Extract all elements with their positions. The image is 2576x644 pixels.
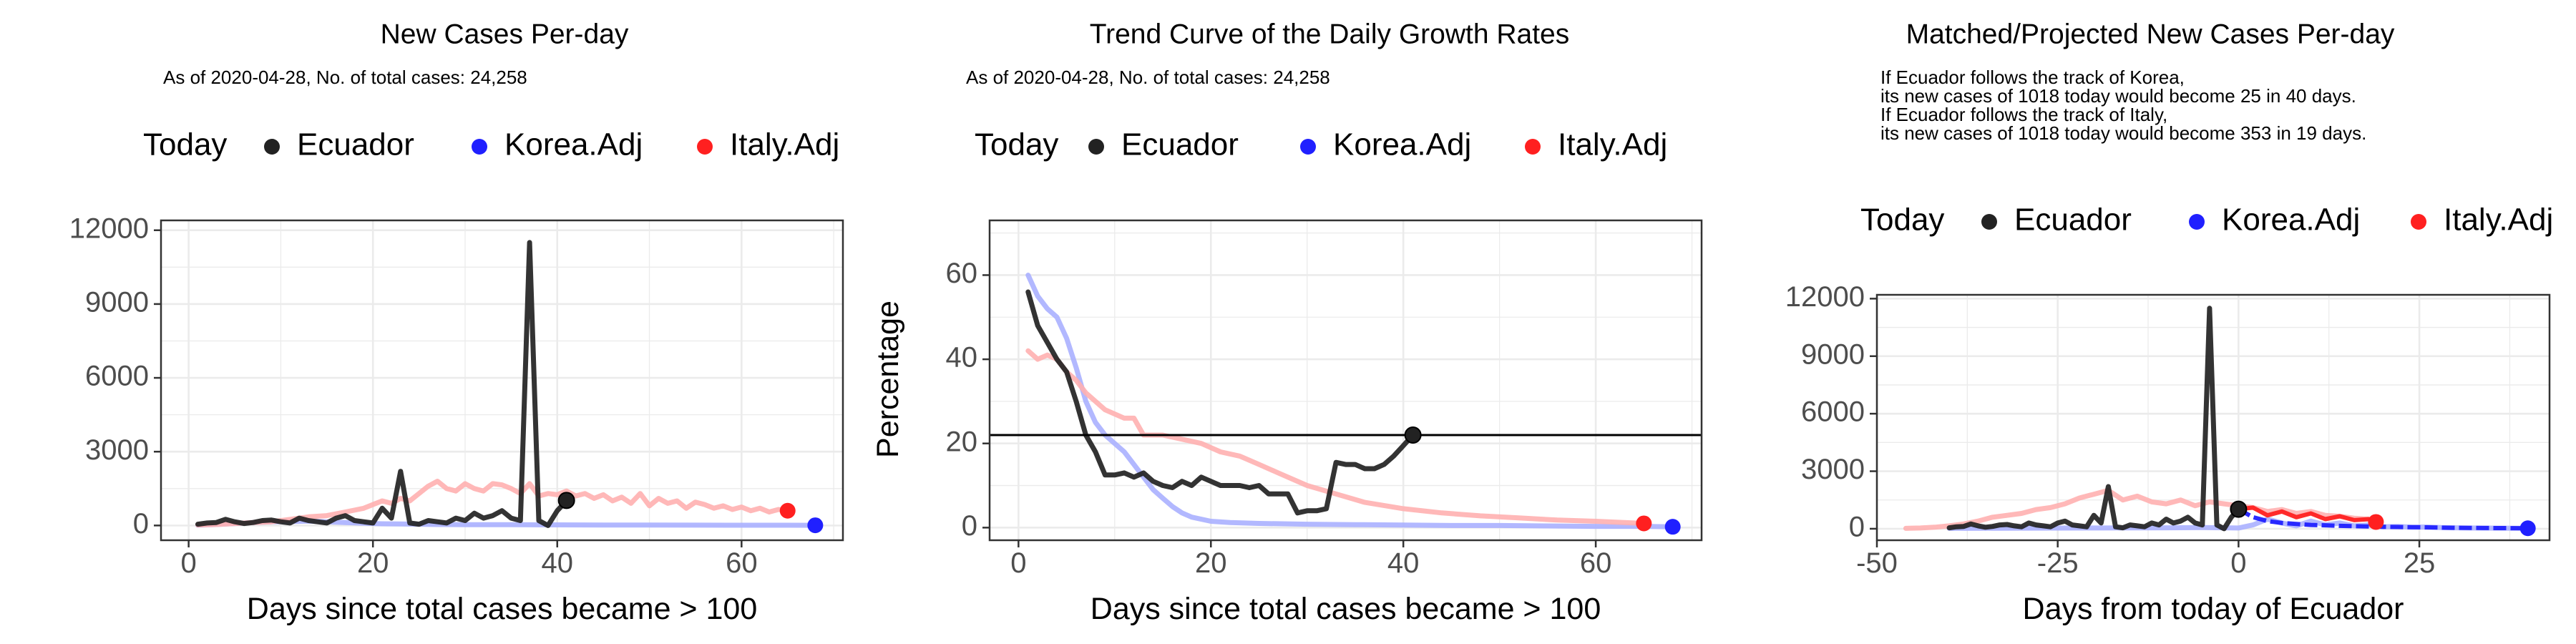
- y-tick-label: 6000: [1801, 396, 1865, 428]
- y-tick-label: 0: [133, 508, 149, 540]
- chart-title: Matched/Projected New Cases Per-day: [1906, 19, 2395, 49]
- legend: Today Ecuador Korea.Adj Italy.Adj: [143, 127, 839, 162]
- chart-subtitle-line: As of 2020-04-28, No. of total cases: 24…: [163, 67, 527, 88]
- today-point-italy-adj: [779, 502, 796, 519]
- legend-marker: [1525, 139, 1541, 155]
- today-point-korea-adj: [807, 517, 824, 534]
- x-tick-label: -25: [2037, 547, 2079, 579]
- x-tick-label: 40: [1387, 547, 1420, 579]
- projection-line-korea-adj: [2237, 507, 2528, 531]
- x-tick-label: -50: [1856, 547, 1898, 579]
- legend: Today Ecuador Korea.Adj Italy.Adj: [975, 127, 1667, 162]
- gridlines: [990, 220, 1702, 540]
- chart-subtitle-line: its new cases of 1018 today would become…: [1880, 122, 2366, 144]
- chart-panel-2: Trend Curve of the Daily Growth Rates As …: [871, 19, 1703, 626]
- y-tick-label: 3000: [85, 434, 149, 466]
- x-axis-label: Days since total cases became > 100: [1091, 592, 1601, 626]
- x-tick-label: 60: [1580, 547, 1612, 579]
- legend-label: Korea.Adj: [2222, 203, 2360, 238]
- y-tick-label: 6000: [85, 361, 149, 392]
- series-line-korea-adj: [1025, 273, 1676, 530]
- today-point-ecuador: [557, 492, 575, 509]
- legend-marker: [1300, 139, 1316, 155]
- x-tick-label: 0: [181, 547, 197, 579]
- series-line-italy-adj: [1903, 487, 2379, 531]
- y-tick-label: 0: [962, 510, 977, 542]
- x-tick-label: 60: [726, 547, 758, 579]
- x-axis-label: Days from today of Ecuador: [2023, 592, 2404, 626]
- axes: -50 -25 0 25 0 3000 6000 9000 12000: [1785, 281, 2436, 579]
- y-tick-label: 9000: [1801, 338, 1865, 370]
- series-group: [1025, 273, 1676, 530]
- x-tick-label: 40: [542, 547, 574, 579]
- y-tick-label: 20: [946, 426, 978, 457]
- today-point-italy-adj: [2368, 514, 2384, 530]
- today-points: [2230, 500, 2536, 537]
- series-group: [1903, 306, 2531, 532]
- y-tick-label: 12000: [1785, 281, 1865, 313]
- series-line-italy-adj: [1025, 348, 1646, 526]
- y-tick-label: 12000: [69, 213, 149, 244]
- today-point-korea-adj: [2519, 520, 2536, 537]
- chart-subtitle-line: If Ecuador follows the track of Korea,: [1880, 67, 2185, 88]
- legend-label: Ecuador: [297, 127, 414, 162]
- legend: Today Ecuador Korea.Adj Italy.Adj: [1860, 203, 2553, 238]
- series-group: [195, 240, 818, 528]
- chart-subtitle-line: As of 2020-04-28, No. of total cases: 24…: [966, 67, 1330, 88]
- x-tick-label: 20: [1195, 547, 1227, 579]
- x-axis-label: Days since total cases became > 100: [247, 592, 757, 626]
- today-point-korea-adj: [1664, 519, 1681, 535]
- axes: 0 20 40 60 0 20 40 60: [946, 258, 1612, 579]
- chart-title: Trend Curve of the Daily Growth Rates: [1090, 19, 1569, 49]
- legend-marker: [472, 139, 487, 155]
- series-line-ecuador: [195, 240, 570, 528]
- legend-label: Italy.Adj: [2444, 203, 2553, 238]
- legend-marker: [697, 139, 713, 155]
- x-tick-label: 0: [1010, 547, 1026, 579]
- chart-panel-3: Matched/Projected New Cases Per-day If Ec…: [1785, 19, 2553, 626]
- legend-label: Italy.Adj: [1558, 127, 1667, 162]
- legend-label: Ecuador: [2014, 203, 2132, 238]
- plot-border: [1875, 293, 2551, 542]
- y-tick-label: 60: [946, 258, 978, 289]
- legend-label: Korea.Adj: [504, 127, 643, 162]
- legend-title: Today: [143, 127, 227, 162]
- legend-label: Ecuador: [1121, 127, 1239, 162]
- gridlines: [161, 220, 843, 540]
- plot-border: [988, 219, 1703, 542]
- legend-label: Italy.Adj: [730, 127, 839, 162]
- chart-subtitle-line: If Ecuador follows the track of Italy,: [1880, 104, 2167, 125]
- axes: 0 20 40 60 0 3000 6000 9000 12000: [69, 213, 758, 579]
- series-line-ecuador: [1946, 306, 2241, 532]
- chart-subtitle-line: its new cases of 1018 today would become…: [1880, 85, 2356, 107]
- today-point-ecuador: [2230, 500, 2248, 518]
- today-point-italy-adj: [1636, 515, 1652, 532]
- legend-marker: [2411, 214, 2426, 230]
- y-axis-label: Percentage: [871, 301, 905, 458]
- y-tick-label: 9000: [85, 286, 149, 318]
- plot-border: [160, 219, 844, 542]
- legend-title: Today: [1860, 203, 1944, 238]
- legend-label: Korea.Adj: [1333, 127, 1471, 162]
- y-tick-label: 3000: [1801, 454, 1865, 485]
- y-tick-label: 0: [1849, 511, 1865, 542]
- legend-marker: [1088, 139, 1104, 155]
- series-line-italy-adj: [195, 479, 791, 528]
- series-line-ecuador: [1025, 289, 1416, 516]
- legend-marker: [264, 139, 280, 155]
- y-tick-label: 40: [946, 342, 978, 374]
- legend-marker: [1981, 214, 1997, 230]
- chart-panel-1: New Cases Per-day As of 2020-04-28, No. o…: [69, 19, 844, 626]
- legend-marker: [2189, 214, 2205, 230]
- projection-line-italy-adj: [2238, 505, 2377, 525]
- today-points: [557, 492, 824, 534]
- legend-title: Today: [975, 127, 1058, 162]
- x-tick-label: 20: [357, 547, 389, 579]
- chart-title: New Cases Per-day: [381, 19, 629, 49]
- today-points: [1404, 426, 1681, 535]
- x-tick-label: 25: [2404, 547, 2436, 579]
- today-point-ecuador: [1404, 426, 1422, 444]
- x-tick-label: 0: [2230, 547, 2246, 579]
